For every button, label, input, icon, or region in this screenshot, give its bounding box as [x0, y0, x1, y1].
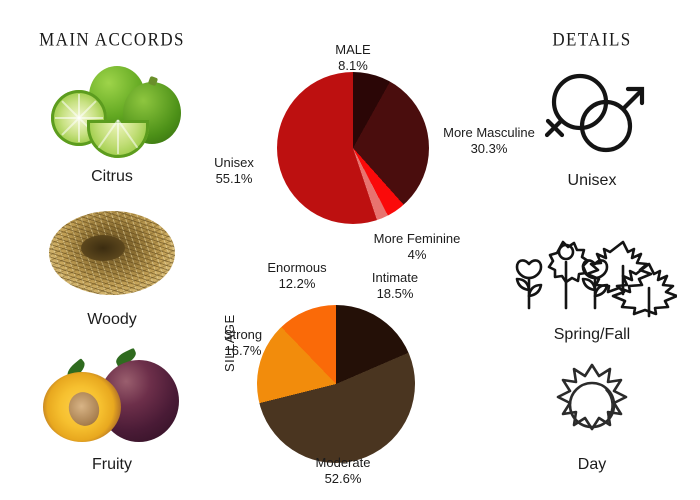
accord-label: Woody — [87, 311, 137, 328]
pie-label-enormous-name: Enormous — [267, 260, 327, 275]
flowers-and-maple-leaves-icon — [515, 240, 677, 318]
pie-label-moderate: Moderate 52.6% — [298, 455, 388, 488]
accord-label: Fruity — [92, 456, 132, 473]
sillage-pie-chart — [257, 305, 415, 463]
pie-label-strong-name: Strong — [223, 327, 263, 342]
detail-item-unisex: Unisex — [492, 68, 692, 190]
sun-icon — [556, 363, 628, 431]
pie-label-enormous: Enormous 12.2% — [250, 260, 344, 293]
detail-label: Spring/Fall — [553, 326, 631, 343]
pie-label-male-pct: 8.1% — [338, 58, 368, 74]
vetiver-roots-photo — [37, 205, 187, 305]
pie-label-more-masculine-pct: 30.3% — [470, 141, 508, 157]
gender-pie-chart — [277, 72, 429, 224]
pie-label-strong: Strong 16.7% — [212, 327, 274, 360]
pie-label-strong-pct: 16.7% — [224, 343, 262, 359]
pie-label-more-feminine-pct: 4% — [407, 247, 427, 263]
detail-label: Unisex — [567, 172, 617, 189]
limes-photo — [37, 62, 187, 162]
pie-label-more-masculine-name: More Masculine — [443, 125, 535, 140]
detail-item-spring-fall: Spring/Fall — [492, 238, 692, 344]
pie-label-male: MALE 8.1% — [305, 42, 401, 75]
pie-label-unisex: Unisex 55.1% — [196, 155, 272, 188]
detail-label: Day — [577, 456, 607, 473]
accord-item-citrus: Citrus — [12, 62, 212, 186]
unisex-gender-symbol-icon — [544, 73, 645, 153]
accord-label: Citrus — [91, 168, 133, 185]
pie-label-unisex-pct: 55.1% — [215, 171, 253, 187]
accord-item-fruity: Fruity — [12, 347, 212, 474]
lime-wedge-slice — [87, 119, 149, 158]
pie-label-more-masculine: More Masculine 30.3% — [424, 125, 554, 158]
plums-photo — [37, 347, 187, 450]
pie-label-more-feminine: More Feminine 4% — [352, 231, 482, 264]
accord-item-woody: Woody — [12, 205, 212, 329]
pie-label-intimate-name: Intimate — [371, 270, 419, 285]
details-heading: DETAILS — [552, 28, 632, 51]
pie-label-moderate-pct: 52.6% — [324, 471, 362, 487]
pie-label-unisex-name: Unisex — [214, 155, 254, 170]
main-accords-heading: MAIN ACCORDS — [39, 28, 185, 51]
pie-label-male-name: MALE — [335, 42, 371, 57]
pie-label-enormous-pct: 12.2% — [278, 276, 316, 292]
pie-label-intimate: Intimate 18.5% — [350, 270, 440, 303]
pie-label-moderate-name: Moderate — [315, 455, 371, 470]
pie-label-more-feminine-name: More Feminine — [373, 231, 461, 246]
root-nest-center — [81, 235, 125, 261]
detail-item-day: Day — [492, 360, 692, 474]
pie-label-intimate-pct: 18.5% — [376, 286, 414, 302]
